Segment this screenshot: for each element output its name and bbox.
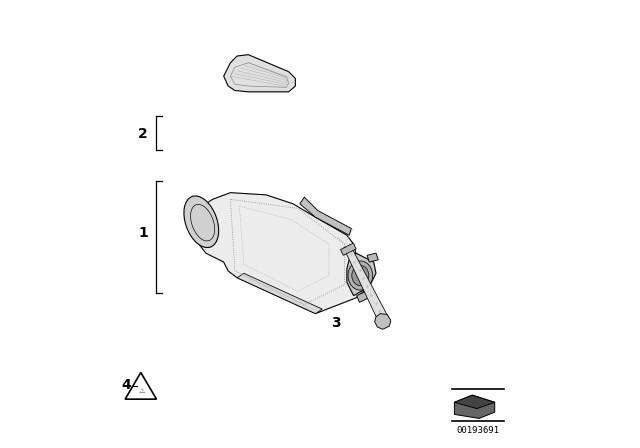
Polygon shape <box>340 243 356 255</box>
Polygon shape <box>344 245 388 320</box>
Text: 00193691: 00193691 <box>456 426 499 435</box>
Text: 1: 1 <box>138 226 148 240</box>
Polygon shape <box>237 273 323 314</box>
Polygon shape <box>374 314 391 329</box>
Text: ⚠: ⚠ <box>139 388 145 394</box>
Polygon shape <box>454 395 495 409</box>
Text: 4: 4 <box>121 378 131 392</box>
Ellipse shape <box>352 265 369 286</box>
Text: 2: 2 <box>138 127 148 142</box>
Polygon shape <box>347 253 376 296</box>
Polygon shape <box>188 193 374 314</box>
Polygon shape <box>454 395 495 418</box>
Polygon shape <box>300 197 351 235</box>
Polygon shape <box>367 253 378 262</box>
Ellipse shape <box>184 196 219 248</box>
Text: 3: 3 <box>331 315 340 330</box>
Polygon shape <box>356 291 369 302</box>
Ellipse shape <box>348 261 372 290</box>
Polygon shape <box>224 55 296 92</box>
